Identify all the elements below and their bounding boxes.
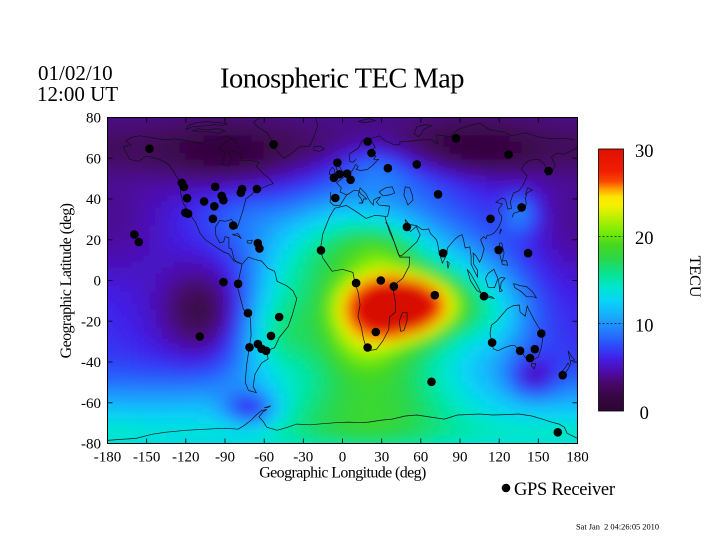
svg-text:Ionospheric TEC Map: Ionospheric TEC Map [220, 64, 464, 95]
svg-text:12:00 UT: 12:00 UT [37, 82, 118, 106]
svg-text:01/02/10: 01/02/10 [38, 61, 113, 85]
